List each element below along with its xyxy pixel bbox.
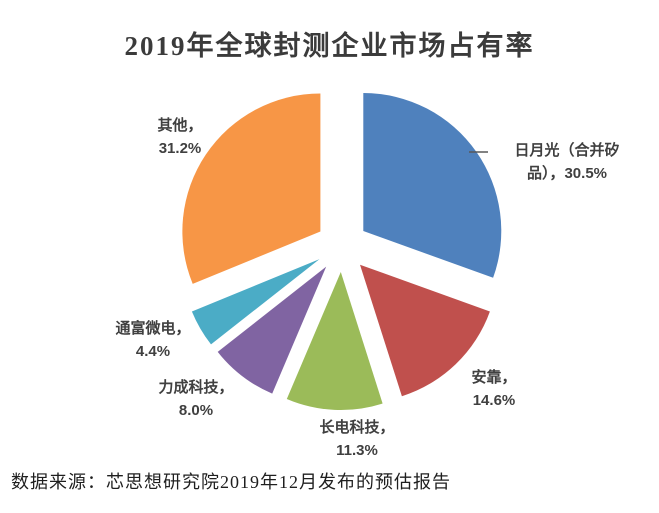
pie-label-line: 14.6% bbox=[472, 392, 516, 409]
pie-label-line: 长电科技， bbox=[319, 419, 395, 436]
pie-label-line: 力成科技， bbox=[158, 379, 234, 396]
pie-label-line: 品），30.5% bbox=[526, 165, 608, 182]
pie-label-5: 通富微电， 4.4% bbox=[93, 317, 213, 363]
pie-slice-5 bbox=[191, 259, 320, 345]
pie-label-line: 11.3% bbox=[336, 442, 378, 459]
pie-label-line: 31.2% bbox=[158, 140, 202, 157]
pie-slice-1 bbox=[363, 93, 502, 278]
pie-label-line: 其他， bbox=[157, 117, 203, 134]
pie-slice-3 bbox=[286, 272, 383, 410]
pie-slice-6 bbox=[182, 93, 321, 284]
pie-label-line: 安靠， bbox=[471, 369, 517, 386]
pie-label-line: 日月光（合并矽 bbox=[514, 142, 620, 159]
pie-label-line: 8.0% bbox=[178, 402, 214, 419]
pie-label-3: 长电科技， 11.3% bbox=[297, 416, 417, 462]
chart-title: 2019年全球封测企业市场占有率 bbox=[124, 31, 535, 61]
pie-label-6: 其他， 31.2% bbox=[120, 114, 240, 160]
pie-label-line: 4.4% bbox=[135, 343, 171, 360]
pie-label-4: 力成科技， 8.0% bbox=[136, 376, 256, 422]
pie-label-1: 日月光（合并矽 品），30.5% bbox=[488, 139, 646, 185]
pie-label-2: 安靠， 14.6% bbox=[434, 366, 554, 412]
pie-label-line: 通富微电， bbox=[115, 320, 191, 337]
data-source-note: 数据来源：芯思想研究院2019年12月发布的预估报告 bbox=[11, 472, 451, 492]
pie-slice-2 bbox=[360, 264, 490, 397]
pie-slice-4 bbox=[217, 266, 327, 394]
